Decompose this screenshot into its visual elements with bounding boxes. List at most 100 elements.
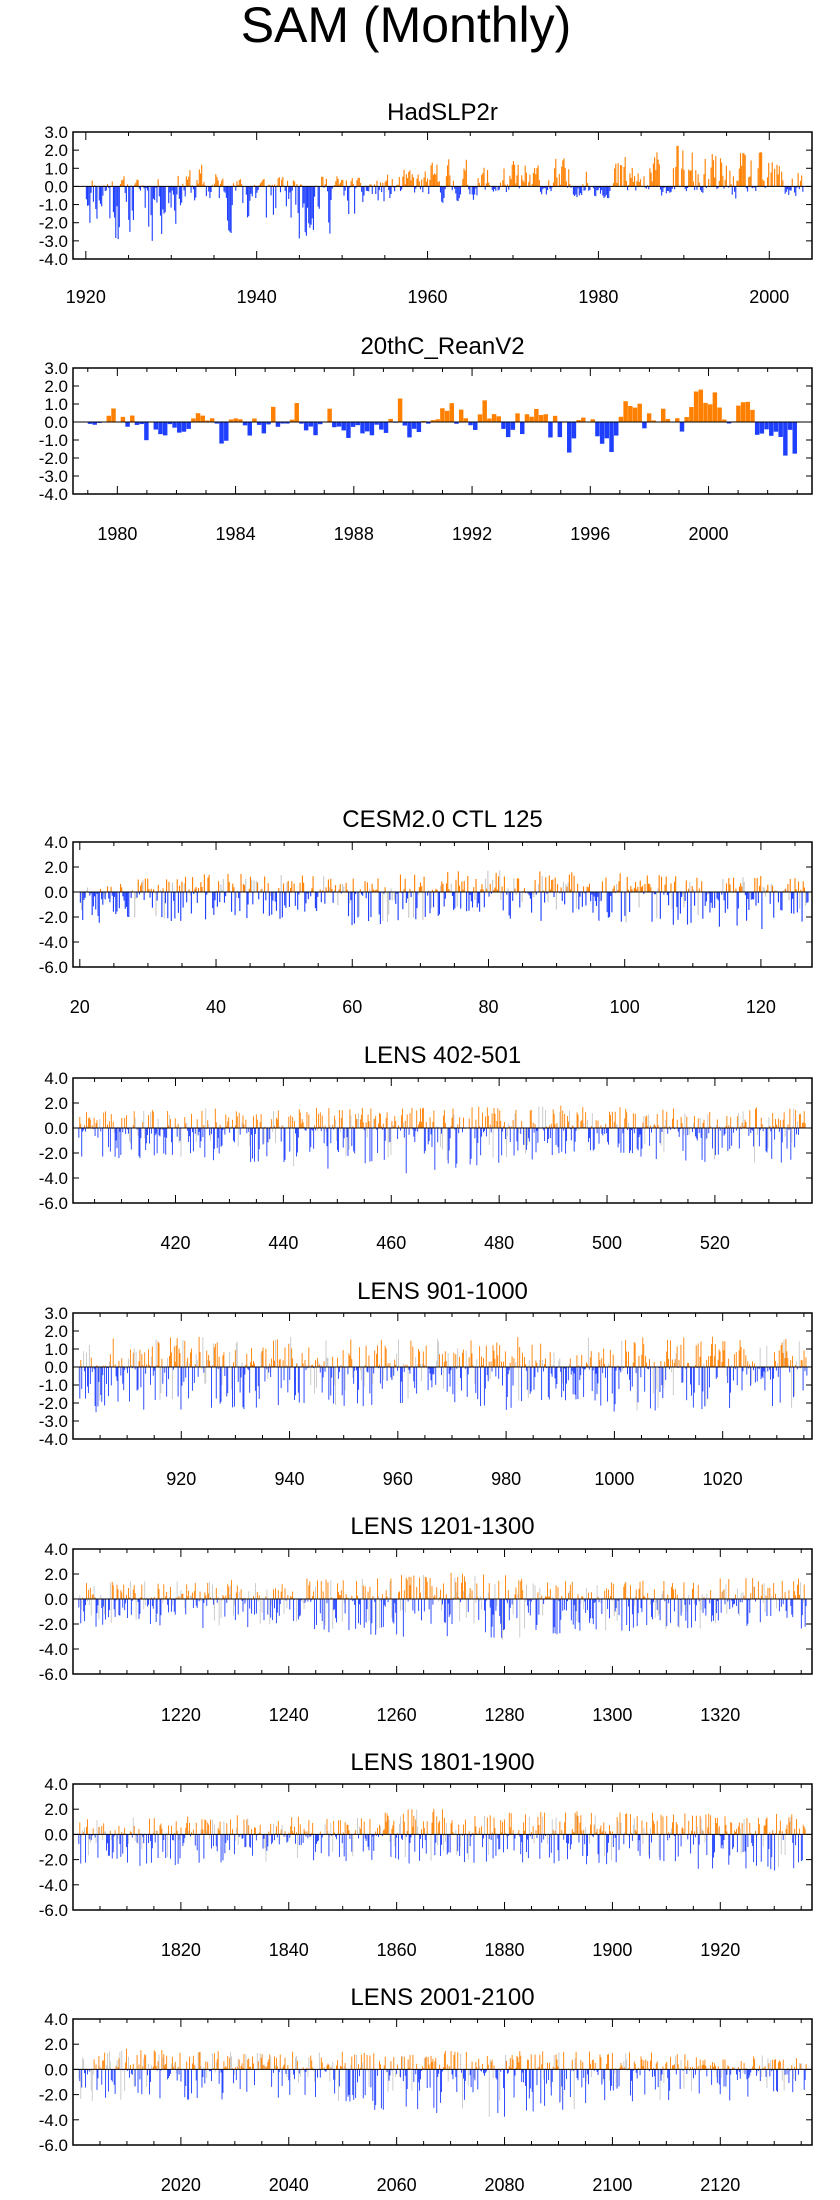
bar	[696, 1826, 698, 1835]
bar	[242, 186, 244, 203]
bar	[167, 422, 173, 425]
bar	[598, 1352, 600, 1367]
bar	[355, 1114, 357, 1128]
bar	[737, 892, 739, 909]
bar	[349, 1834, 351, 1839]
bar	[360, 1818, 362, 1835]
bar	[227, 1121, 229, 1128]
bar	[743, 153, 745, 187]
bar	[327, 879, 329, 892]
bar	[362, 1122, 364, 1128]
bar	[483, 1574, 484, 1599]
bar	[327, 1357, 329, 1367]
bar	[148, 1834, 149, 1844]
bar	[466, 1597, 468, 1599]
bar	[423, 177, 425, 187]
bar	[782, 890, 784, 892]
bar	[389, 1128, 391, 1142]
bar	[801, 1834, 803, 1861]
bar	[458, 1597, 460, 1599]
bar	[250, 1362, 252, 1367]
bar	[431, 1128, 433, 1148]
bar	[548, 422, 553, 438]
bar	[465, 159, 467, 187]
bar	[548, 1367, 550, 1400]
bar	[517, 1594, 519, 1599]
bar	[195, 1599, 197, 1606]
bar	[790, 1599, 792, 1606]
y-tick-label: 2.0	[44, 1565, 68, 1584]
bar	[585, 892, 587, 906]
bar	[583, 1367, 585, 1397]
bar	[552, 415, 558, 422]
bar	[313, 1128, 315, 1149]
bar	[182, 1593, 184, 1599]
bar	[269, 1599, 271, 1625]
bar	[733, 877, 735, 892]
bar	[634, 1829, 636, 1835]
bar	[565, 1367, 567, 1384]
bar	[588, 1367, 590, 1370]
bar	[583, 1122, 585, 1128]
bar	[642, 422, 647, 429]
bar	[549, 889, 552, 892]
bar	[355, 1830, 357, 1835]
bar	[200, 882, 202, 892]
bar	[284, 186, 286, 192]
bar	[677, 1128, 679, 1132]
bar	[637, 1128, 639, 1151]
bar	[90, 1357, 92, 1367]
bar	[463, 1117, 464, 1128]
bar	[801, 175, 803, 187]
bar	[207, 1822, 209, 1835]
bar	[624, 1118, 626, 1128]
bar	[258, 1832, 260, 1835]
bar	[649, 1359, 650, 1367]
bar	[651, 1599, 653, 1620]
bar	[554, 1367, 556, 1379]
bar	[781, 1581, 783, 1599]
bar	[268, 1128, 270, 1143]
bar	[509, 1827, 511, 1835]
bar	[789, 1821, 791, 1835]
bar	[402, 1813, 404, 1835]
chart-title: HadSLP2r	[387, 99, 498, 126]
bar	[713, 1834, 714, 1858]
bar	[586, 1588, 588, 1599]
bar	[317, 1834, 319, 1841]
bar	[137, 1128, 139, 1136]
bar	[457, 186, 459, 202]
bar	[749, 1599, 751, 1613]
bar	[391, 179, 393, 187]
bar	[467, 1599, 469, 1612]
bar	[717, 1128, 719, 1155]
bar	[165, 1596, 167, 1599]
bar	[721, 1362, 723, 1367]
bar	[719, 1128, 721, 1131]
bar	[163, 186, 165, 214]
bar	[373, 1118, 375, 1128]
bar	[408, 1128, 410, 1135]
bar	[681, 1827, 683, 1835]
bar	[748, 1367, 750, 1369]
bar	[764, 892, 767, 897]
bar	[694, 1128, 696, 1137]
bar	[648, 1367, 649, 1370]
bar	[95, 186, 97, 209]
bar	[134, 1117, 136, 1128]
bar	[699, 186, 702, 191]
y-tick-label: 1.0	[44, 1340, 68, 1359]
bar	[436, 164, 438, 187]
bar	[279, 1833, 281, 1835]
bar	[655, 1367, 657, 1390]
bar	[514, 164, 516, 187]
bar	[153, 422, 159, 430]
bar	[525, 1128, 526, 1154]
bar	[283, 1599, 285, 1614]
bar	[188, 889, 190, 892]
bar	[185, 176, 187, 187]
bar	[452, 180, 454, 187]
bar	[285, 186, 287, 207]
chart-title: LENS 1201-1300	[350, 1513, 534, 1540]
bar	[624, 1583, 626, 1599]
